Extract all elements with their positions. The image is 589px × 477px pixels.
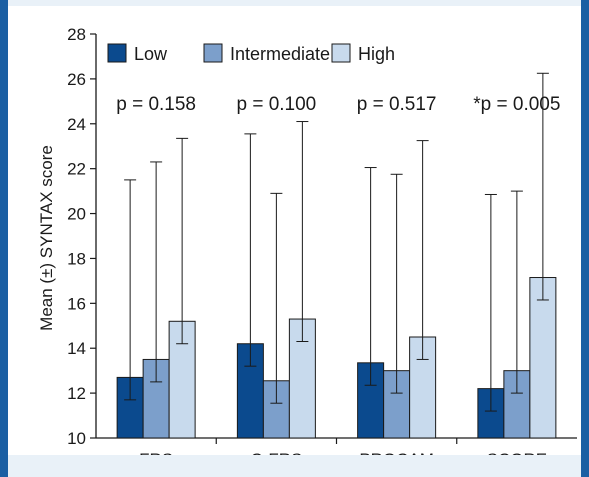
y-axis-label-group: Mean (±) SYNTAX score xyxy=(37,145,56,331)
y-tick-label: 12 xyxy=(67,384,86,403)
y-tick-label: 20 xyxy=(67,205,86,224)
y-tick-label: 10 xyxy=(67,429,86,448)
p-value-label: p = 0.100 xyxy=(236,94,316,115)
p-value-label: p = 0.517 xyxy=(357,94,437,115)
legend-label: Intermediate xyxy=(230,44,330,64)
x-tick-label: PROCAM xyxy=(359,450,434,455)
y-tick-label: 28 xyxy=(67,25,86,44)
legend-label: High xyxy=(358,44,395,64)
bar xyxy=(168,320,196,439)
legend-swatch xyxy=(203,43,223,63)
chart-panel: Mean (±) SYNTAX score 10 12 14 16 18 20 22 24 26… xyxy=(8,6,581,469)
y-tick-label: 18 xyxy=(67,249,86,268)
x-tick-label: FRS xyxy=(139,450,173,455)
y-tick-label: 22 xyxy=(67,160,86,179)
y-tick-label: 14 xyxy=(67,339,86,358)
p-value-label: p = 0.158 xyxy=(116,94,196,115)
legend-label: Low xyxy=(134,44,168,64)
x-tick-label: SCORE xyxy=(487,450,547,455)
legend-swatch xyxy=(331,43,351,63)
p-value-label: *p = 0.005 xyxy=(473,94,560,115)
legend: Low Intermediate High xyxy=(107,43,395,64)
y-tick-label: 26 xyxy=(67,70,86,89)
x-tick-label: C-FRS xyxy=(250,450,302,455)
legend-swatch xyxy=(107,43,127,63)
y-axis-label: Mean (±) SYNTAX score xyxy=(37,145,56,331)
y-tick-label: 24 xyxy=(67,115,86,134)
p-value-annotations: p = 0.158 p = 0.100 p = 0.517 *p = 0.005 xyxy=(116,94,560,115)
bars xyxy=(116,72,557,439)
bar-chart: Mean (±) SYNTAX score 10 12 14 16 18 20 22 24 26… xyxy=(37,25,577,469)
bar xyxy=(529,277,557,439)
y-tick-label: 16 xyxy=(67,294,86,313)
